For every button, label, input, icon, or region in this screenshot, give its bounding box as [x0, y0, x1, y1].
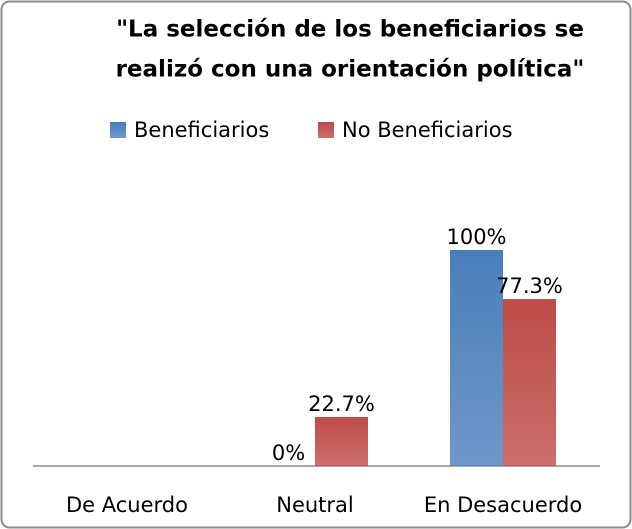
legend-label: No Beneficiarios — [342, 118, 513, 142]
x-tick-label: De Acuerdo — [66, 493, 188, 517]
bar — [450, 250, 503, 466]
x-tick-label: En Desacuerdo — [424, 493, 582, 517]
chart-title: "La selección de los beneficiarios se — [116, 17, 584, 43]
legend-swatch — [318, 122, 334, 138]
data-label: 77.3% — [496, 274, 563, 298]
bar — [315, 416, 368, 466]
legend-swatch — [110, 122, 126, 138]
chart-title: realizó con una orientación política" — [116, 57, 585, 83]
data-label: 100% — [446, 225, 506, 249]
data-label: 22.7% — [308, 392, 375, 416]
x-tick-label: Neutral — [276, 493, 354, 517]
legend-label: Beneficiarios — [134, 118, 269, 142]
data-label: 0% — [272, 441, 305, 465]
bar — [503, 299, 556, 466]
